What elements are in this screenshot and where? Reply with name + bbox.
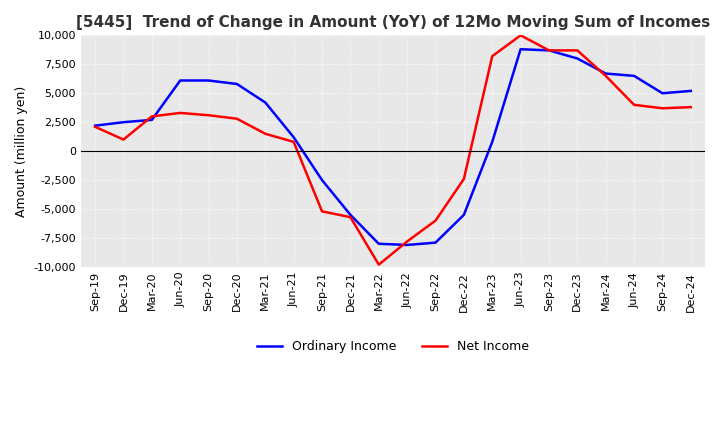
Ordinary Income <box>431 240 440 245</box>
Ordinary Income <box>91 123 99 128</box>
Ordinary Income <box>346 212 355 217</box>
Ordinary Income <box>686 88 695 94</box>
Title: [5445]  Trend of Change in Amount (YoY) of 12Mo Moving Sum of Incomes: [5445] Trend of Change in Amount (YoY) o… <box>76 15 710 30</box>
Net Income <box>686 104 695 110</box>
Net Income <box>233 116 241 121</box>
Ordinary Income <box>601 71 610 76</box>
Line: Net Income: Net Income <box>95 35 690 264</box>
Y-axis label: Amount (million yen): Amount (million yen) <box>15 85 28 217</box>
Ordinary Income <box>402 242 411 248</box>
Net Income <box>374 262 383 267</box>
Net Income <box>630 102 639 107</box>
Net Income <box>119 137 127 142</box>
Net Income <box>573 48 582 53</box>
Ordinary Income <box>318 177 326 183</box>
Ordinary Income <box>630 73 639 78</box>
Net Income <box>261 131 269 136</box>
Net Income <box>204 113 213 118</box>
Ordinary Income <box>176 78 184 83</box>
Net Income <box>544 48 553 53</box>
Ordinary Income <box>658 91 667 96</box>
Net Income <box>658 106 667 111</box>
Ordinary Income <box>233 81 241 87</box>
Ordinary Income <box>204 78 213 83</box>
Ordinary Income <box>516 47 525 52</box>
Line: Ordinary Income: Ordinary Income <box>95 49 690 245</box>
Net Income <box>318 209 326 214</box>
Ordinary Income <box>119 120 127 125</box>
Ordinary Income <box>289 135 298 140</box>
Net Income <box>148 114 156 119</box>
Net Income <box>346 215 355 220</box>
Net Income <box>601 73 610 78</box>
Net Income <box>459 176 468 182</box>
Net Income <box>289 139 298 144</box>
Net Income <box>176 110 184 116</box>
Ordinary Income <box>573 56 582 61</box>
Net Income <box>516 33 525 38</box>
Net Income <box>402 239 411 244</box>
Ordinary Income <box>488 139 497 144</box>
Net Income <box>431 218 440 223</box>
Ordinary Income <box>459 212 468 217</box>
Legend: Ordinary Income, Net Income: Ordinary Income, Net Income <box>252 335 534 358</box>
Ordinary Income <box>374 241 383 246</box>
Net Income <box>91 124 99 129</box>
Net Income <box>488 54 497 59</box>
Ordinary Income <box>148 117 156 122</box>
Ordinary Income <box>261 100 269 105</box>
Ordinary Income <box>544 48 553 53</box>
